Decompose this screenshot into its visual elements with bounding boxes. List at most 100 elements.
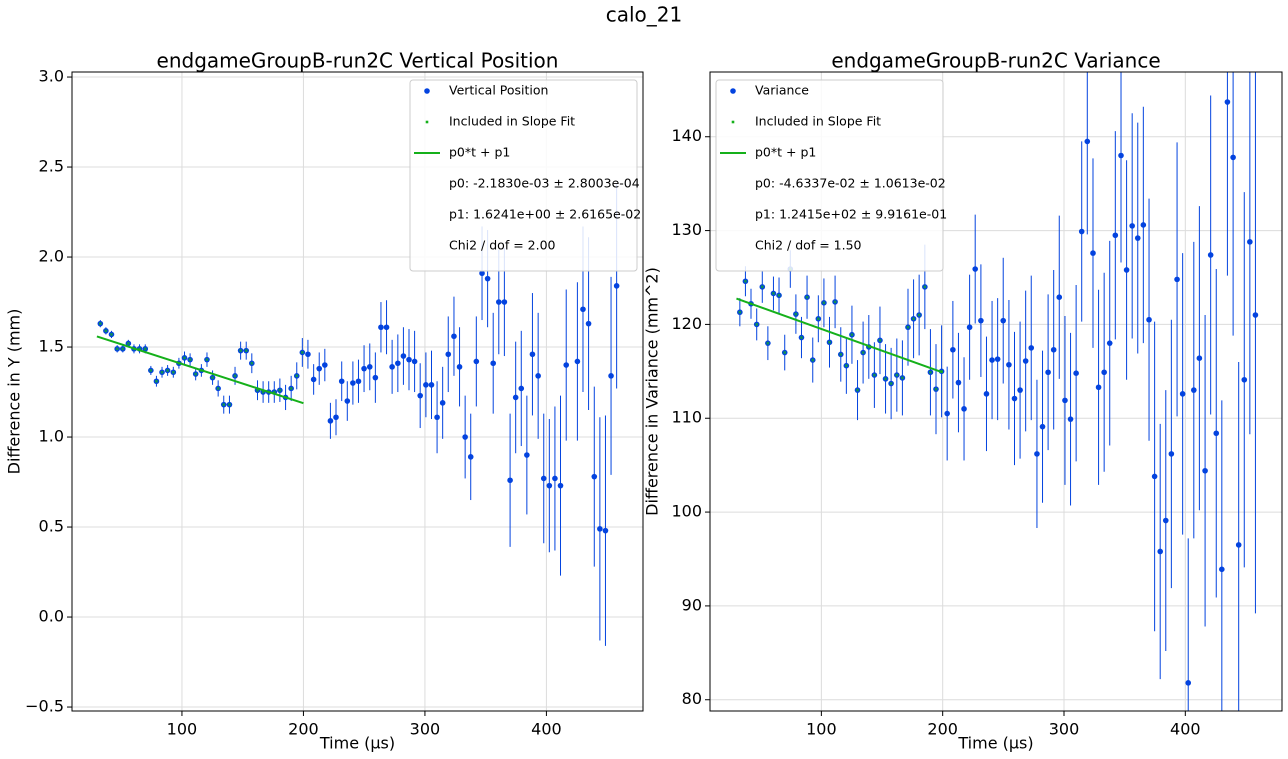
data-point: [451, 333, 457, 340]
data-point: [1123, 267, 1130, 273]
data-point: [1112, 232, 1119, 239]
fit-point: [110, 333, 113, 336]
fit-point: [777, 294, 781, 297]
data-point: [1191, 387, 1197, 393]
data-point: [580, 306, 586, 313]
x-tick-label: 300: [1049, 720, 1080, 739]
y-tick-label: 80: [682, 689, 702, 708]
data-point: [1006, 361, 1012, 368]
x-tick-label: 400: [531, 720, 562, 739]
data-point: [1241, 376, 1248, 383]
data-point: [467, 454, 474, 460]
data-point: [383, 324, 390, 331]
data-point: [1252, 312, 1259, 318]
data-point: [1090, 250, 1096, 256]
fit-point: [115, 347, 119, 351]
data-point: [1067, 416, 1074, 422]
data-point: [524, 452, 530, 458]
fit-point: [738, 310, 742, 314]
data-point: [1039, 423, 1046, 430]
data-point: [1017, 387, 1023, 393]
legend-note: Chi2 / dof = 2.00: [449, 238, 556, 253]
axes-title: endgameGroupB-run2C Variance: [831, 49, 1160, 73]
legend-label: Included in Slope Fit: [449, 114, 575, 129]
fit-point: [143, 347, 147, 351]
data-point: [563, 362, 570, 368]
data-point: [955, 379, 962, 386]
fit-point: [155, 379, 158, 383]
y-tick-label: 130: [671, 220, 702, 239]
data-point: [552, 475, 558, 482]
data-point: [1146, 316, 1152, 323]
data-point: [1118, 152, 1124, 159]
legend-marker: [731, 120, 735, 124]
x-tick-label: 100: [806, 720, 837, 739]
legend: Variance Included in Slope Fit p0*t + p1 p0…: [715, 79, 947, 272]
fit-point: [166, 369, 169, 372]
data-point: [479, 270, 485, 277]
fit-point: [811, 358, 815, 362]
data-point: [529, 351, 536, 358]
data-point: [1157, 548, 1163, 555]
data-point: [1213, 430, 1220, 437]
legend-marker: [730, 88, 736, 94]
data-point: [518, 385, 525, 392]
fit-point: [895, 373, 899, 377]
fit-point: [149, 369, 153, 372]
fit-line: [736, 297, 944, 374]
data-point: [1207, 252, 1214, 258]
fit-point: [301, 351, 304, 354]
fit-point: [239, 349, 242, 352]
y-tick-label: 0.0: [39, 607, 64, 626]
data-point: [1062, 397, 1068, 404]
data-point: [978, 317, 984, 324]
fit-point: [850, 333, 854, 337]
y-tick-label: 110: [671, 408, 702, 427]
data-point: [1140, 222, 1147, 228]
fit-point: [228, 403, 231, 406]
data-point: [1022, 358, 1029, 364]
data-point: [557, 482, 564, 489]
fit-point: [256, 388, 259, 392]
fit-point: [205, 358, 209, 361]
y-tick-label: 3.0: [39, 67, 64, 86]
data-point: [1202, 467, 1208, 474]
legend-box: [715, 79, 944, 272]
x-tick-label: 300: [410, 720, 441, 739]
plot-marks: [96, 183, 620, 646]
legend-note: p1: 1.6241e+00 ± 2.6165e-02: [449, 207, 641, 222]
fit-point: [861, 351, 865, 354]
data-point: [406, 356, 412, 363]
y-axis-label: Difference in Variance (mm^2): [643, 267, 662, 516]
fit-point: [104, 329, 108, 333]
legend: Vertical Position Included in Slope Fit p0…: [409, 79, 641, 272]
legend-box: [409, 79, 638, 272]
fit-point: [873, 373, 876, 377]
fit-point: [889, 382, 893, 385]
fit-point: [901, 376, 904, 380]
y-tick-label: 90: [682, 595, 702, 614]
data-point: [456, 364, 463, 370]
fit-point: [884, 377, 887, 381]
fit-point: [244, 349, 248, 352]
fit-point: [817, 317, 820, 321]
data-point: [574, 358, 581, 365]
data-point: [1230, 154, 1236, 161]
data-point: [944, 410, 950, 417]
data-point: [395, 360, 401, 367]
figure-title: calo_21: [606, 3, 683, 27]
fit-point: [211, 376, 214, 379]
data-point: [1095, 384, 1102, 391]
legend-label: p0*t + p1: [449, 145, 510, 160]
y-tick-label: 140: [671, 126, 702, 145]
fit-point: [772, 292, 775, 295]
data-point: [983, 391, 990, 397]
y-tick-label: 1.0: [39, 427, 64, 446]
data-point: [495, 299, 502, 305]
y-tick-label: 2.0: [39, 247, 64, 266]
data-point: [350, 380, 356, 386]
fit-point: [845, 364, 848, 367]
data-point: [490, 360, 497, 367]
fit-point: [923, 285, 927, 289]
fit-point: [917, 313, 921, 317]
